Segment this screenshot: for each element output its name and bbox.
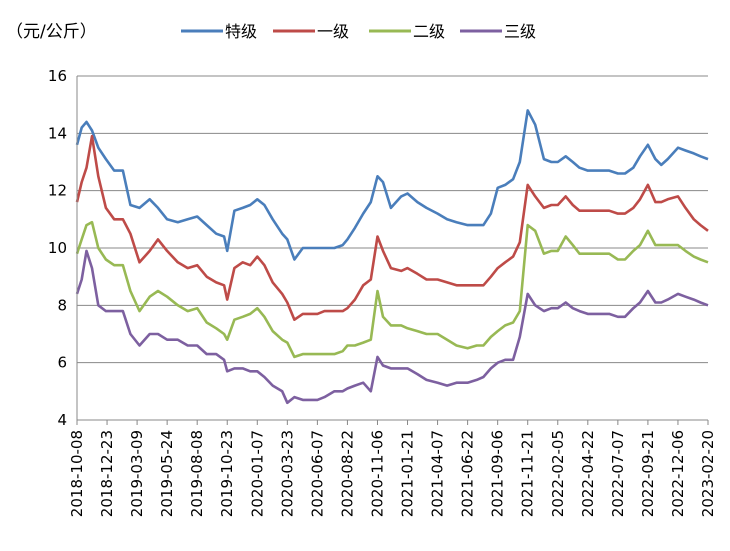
y-tick-labels: 4 6 8 10 12 14 16 [48,67,67,429]
y-tick-label: 16 [48,67,67,85]
y-tick-label: 4 [57,411,67,429]
x-tick-label: 2019-05-24 [158,430,176,517]
x-tick-label: 2021-04-07 [429,430,447,517]
x-tick-label: 2021-09-06 [489,430,507,517]
x-tick-label: 2023-02-20 [699,430,717,517]
x-tick-label: 2019-10-23 [218,430,236,517]
x-tick-label: 2019-03-09 [128,430,146,517]
x-tick-label: 2021-01-21 [399,430,417,517]
y-tick-label: 10 [48,239,67,257]
series-line-三级 [75,249,709,405]
x-tick-label: 2020-06-07 [308,430,326,517]
y-tick-label: 8 [57,296,67,314]
x-tick-label: 2020-01-07 [248,430,266,517]
x-tick-label: 2021-11-21 [519,430,537,517]
x-tick-label: 2019-08-08 [188,430,206,517]
series-lines [75,109,709,405]
legend-label: 一级 [317,22,349,41]
series-line-特级 [75,109,709,261]
y-tick-label: 6 [57,354,67,372]
x-tick-label: 2022-12-06 [669,430,687,517]
axes [76,76,709,425]
x-tick-label: 2022-04-22 [579,430,597,517]
legend-label: 三级 [504,22,536,41]
x-tick-label: 2022-07-07 [609,430,627,517]
x-tick-label: 2020-08-22 [338,430,356,517]
x-tick-label: 2022-09-21 [639,430,657,517]
grid [77,75,708,364]
x-tick-label: 2022-02-05 [549,430,567,517]
series-line-一级 [75,134,709,321]
x-tick-labels: 2018-10-08 2018-12-23 2019-03-09 2019-05-24… [68,430,717,517]
y-tick-label: 14 [48,124,67,142]
x-tick-label: 2020-11-06 [368,430,386,517]
x-tick-label: 2018-10-08 [68,430,86,517]
legend: 特级 一级 二级 三级 [181,22,536,41]
y-tick-label: 12 [48,182,67,200]
legend-label: 二级 [413,22,445,41]
x-tick-label: 2020-03-23 [278,430,296,517]
series-line-二级 [75,220,709,359]
x-tick-label: 2021-06-22 [459,430,477,517]
legend-label: 特级 [225,22,257,41]
y-axis-label: （元/公斤） [6,22,97,42]
x-tick-label: 2018-12-23 [98,430,116,517]
